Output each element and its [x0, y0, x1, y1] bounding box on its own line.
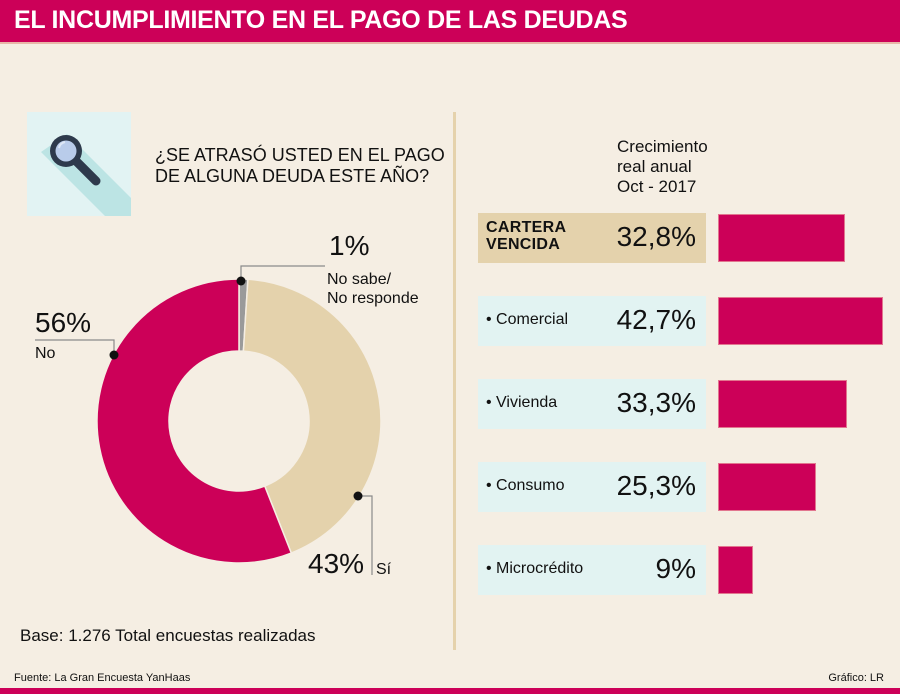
- slice-label-ns-line-1: No sabe/: [327, 271, 392, 288]
- section-divider: [453, 112, 456, 650]
- bar-row-label-box: CARTERA VENCIDA 32,8%: [478, 213, 706, 263]
- donut-slice-no: [96, 278, 293, 564]
- bar-mark: [718, 463, 816, 511]
- question-line-1: ¿SE ATRASÓ USTED EN EL PAGO: [155, 145, 445, 165]
- source-credit: Fuente: La Gran Encuesta YanHaas: [14, 672, 191, 684]
- question-line-2: DE ALGUNA DEUDA ESTE AÑO?: [155, 166, 430, 186]
- bar-row-label-box: • Comercial 42,7%: [478, 296, 706, 346]
- donut-slice-si: [242, 278, 382, 555]
- bar-category-label: • Comercial: [486, 311, 568, 329]
- bar-mark: [718, 214, 845, 262]
- slice-label-value-no: 56%: [35, 307, 92, 338]
- bar-category-label-line: CARTERA: [486, 219, 567, 236]
- bar-value-label: 25,3%: [616, 470, 696, 501]
- slice-si-leader-line: [358, 495, 373, 575]
- magnifier-icon-box: [27, 112, 131, 216]
- slice-label-ns-line-2: No responde: [327, 290, 419, 307]
- bar-category-label-line: • Comercial: [486, 311, 569, 328]
- bar-value-label: 33,3%: [616, 387, 696, 418]
- footer-rule: [0, 688, 900, 694]
- bar-category-label-line: • Vivienda: [486, 394, 558, 411]
- bar-mark: [718, 297, 883, 345]
- bar-category-label-line: • Consumo: [486, 477, 565, 494]
- slice-ns-leader-line: [240, 265, 325, 281]
- slice-label-text-no: No: [35, 345, 56, 362]
- bar-category-label: • Vivienda: [486, 394, 557, 412]
- bar-category-label: CARTERA VENCIDA: [486, 219, 566, 253]
- magnifier-icon: [41, 134, 131, 216]
- slice-no-leader-dot: [109, 350, 119, 360]
- bar-category-label-line: • Microcrédito: [486, 560, 584, 577]
- bar-row-label-box: • Vivienda 33,3%: [478, 379, 706, 429]
- header-divider: [0, 42, 900, 44]
- slice-no-leader-line: [35, 339, 115, 355]
- bar-mark: [718, 380, 847, 428]
- bar-category-label-line: VENCIDA: [486, 236, 561, 253]
- header-bar: EL INCUMPLIMIENTO EN EL PAGO DE LAS DEUD…: [0, 0, 900, 42]
- bar-value-label: 9%: [655, 553, 696, 584]
- bar-mark: [718, 546, 753, 594]
- bar-category-label: • Consumo: [486, 477, 565, 495]
- bar-row-label-box: • Consumo 25,3%: [478, 462, 706, 512]
- slice-label-text-si: Sí: [376, 561, 392, 578]
- slice-si-leader-dot: [353, 491, 363, 501]
- slice-ns-leader-dot: [236, 276, 246, 286]
- slice-label-value-ns: 1%: [329, 230, 370, 261]
- bar-category-label: • Microcrédito: [486, 560, 583, 578]
- bar-value-label: 42,7%: [616, 304, 696, 335]
- slice-label-text-ns: No sabe/ No responde: [327, 270, 419, 308]
- growth-heading-line-1: Crecimiento: [617, 137, 708, 156]
- growth-heading-line-3: Oct - 2017: [617, 177, 697, 196]
- bar-row-label-box: • Microcrédito 9%: [478, 545, 706, 595]
- survey-question: ¿SE ATRASÓ USTED EN EL PAGO DE ALGUNA DE…: [155, 145, 445, 187]
- growth-heading: Crecimiento real anual Oct - 2017: [617, 137, 708, 197]
- growth-heading-line-2: real anual: [617, 157, 692, 176]
- donut-chart: [35, 265, 382, 575]
- bar-value-label: 32,8%: [616, 221, 696, 252]
- slice-label-value-si: 43%: [308, 548, 365, 579]
- base-note: Base: 1.276 Total encuestas realizadas: [20, 626, 316, 645]
- page-title: EL INCUMPLIMIENTO EN EL PAGO DE LAS DEUD…: [14, 6, 628, 34]
- graphic-credit: Gráfico: LR: [828, 672, 884, 684]
